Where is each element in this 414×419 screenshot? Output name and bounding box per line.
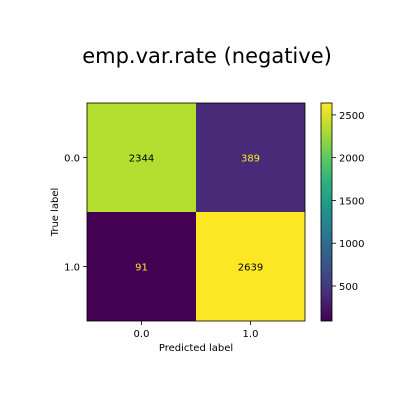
matrix-cell-label-1-1: 2639 [238,263,263,274]
colorbar-tick-label: 1500 [339,196,364,207]
matrix-cell-label-0-0: 2344 [129,154,154,165]
y-axis-label: True label [50,188,61,238]
colorbar-tick-label: 2000 [339,154,364,165]
chart-title: emp.var.rate (negative) [82,44,332,68]
matrix-cell-0-0 [87,103,196,212]
colorbar-ticks: 500 1000 1500 2000 2500 [332,111,364,293]
y-tick-label: 1.0 [64,263,80,274]
colorbar [320,102,333,322]
x-axis-label: Predicted label [159,343,233,354]
y-axis-ticks: 0.0 1.0 [64,154,87,274]
x-tick-label: 1.0 [243,329,259,340]
colorbar-tick-label: 500 [339,282,358,293]
x-tick-label: 0.0 [134,329,150,340]
matrix-cell-label-1-0: 91 [135,263,148,274]
matrix-cell-1-0 [87,212,196,321]
y-tick-label: 0.0 [64,154,80,165]
matrix-cells: 2344 389 91 2639 [87,103,305,321]
colorbar-tick-label: 1000 [339,239,364,250]
colorbar-tick-label: 2500 [339,111,364,122]
plot-frame [86,102,306,322]
matrix-cell-0-1 [196,103,305,212]
matrix-cell-label-0-1: 389 [241,154,260,165]
matrix-cell-1-1 [196,212,305,321]
x-axis-ticks: 0.0 1.0 [134,321,259,340]
